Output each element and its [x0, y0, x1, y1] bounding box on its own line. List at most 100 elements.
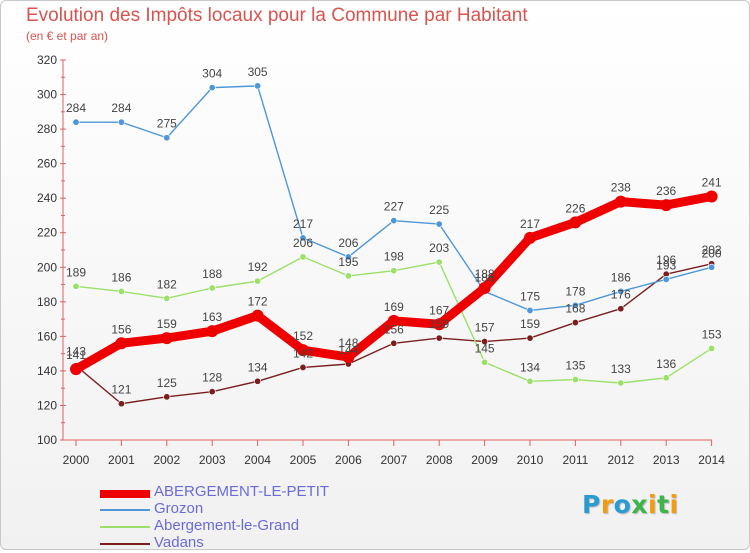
data-point-abergement-le-petit — [433, 318, 446, 331]
x-tick-label: 2001 — [108, 453, 135, 467]
data-point-abergement-le-petit — [206, 325, 219, 338]
x-tick-label: 2000 — [63, 453, 90, 467]
data-label-vadans: 157 — [475, 321, 495, 335]
data-label-grozon: 175 — [520, 289, 540, 303]
x-tick-label: 2011 — [562, 453, 588, 467]
data-label-grozon: 305 — [248, 65, 268, 79]
y-tick-label: 120 — [37, 398, 57, 412]
chart-title: Evolution des Impôts locaux pour la Comm… — [26, 5, 528, 26]
data-label-abergement-le-grand: 186 — [111, 270, 131, 284]
y-tick-label: 300 — [37, 88, 57, 102]
legend-label-abergement-le-petit: ABERGEMENT-LE-PETIT — [154, 483, 330, 500]
data-point-abergement-le-grand — [117, 287, 125, 295]
data-point-grozon — [344, 253, 352, 261]
data-label-abergement-le-grand: 195 — [338, 255, 358, 269]
logo-letter: i — [669, 490, 679, 519]
y-tick-label: 200 — [37, 260, 57, 274]
data-point-abergement-le-grand — [617, 379, 625, 387]
data-point-abergement-le-grand — [163, 294, 171, 302]
data-point-grozon — [390, 217, 398, 225]
legend-swatch-grozon — [100, 509, 150, 511]
data-point-abergement-le-petit — [614, 195, 627, 208]
data-label-abergement-le-petit: 152 — [293, 329, 313, 343]
chart-subtitle: (en € et par an) — [26, 29, 109, 43]
logo-letter: i — [648, 490, 658, 519]
data-label-abergement-le-grand: 136 — [656, 357, 676, 371]
data-label-grozon: 193 — [656, 258, 676, 272]
data-label-abergement-le-grand: 203 — [429, 241, 449, 255]
data-label-abergement-le-grand: 206 — [293, 236, 313, 250]
data-label-grozon: 217 — [293, 217, 313, 231]
data-point-abergement-le-grand — [435, 258, 443, 266]
data-point-vadans — [617, 305, 625, 313]
data-point-abergement-le-petit — [70, 363, 82, 376]
data-label-abergement-le-petit: 167 — [429, 303, 449, 317]
data-point-vadans — [117, 400, 125, 408]
data-point-abergement-le-petit — [569, 216, 582, 229]
data-point-vadans — [208, 388, 216, 396]
data-label-abergement-le-grand: 135 — [565, 359, 585, 373]
data-label-vadans: 143 — [66, 345, 86, 359]
data-label-grozon: 200 — [702, 246, 722, 260]
y-tick-label: 320 — [37, 53, 57, 67]
data-point-abergement-le-petit — [660, 199, 673, 212]
data-point-abergement-le-petit — [115, 337, 128, 350]
x-tick-label: 2006 — [335, 453, 362, 467]
data-point-vadans — [481, 338, 489, 346]
y-tick-label: 180 — [37, 295, 57, 309]
data-point-abergement-le-petit — [478, 282, 491, 294]
data-label-abergement-le-petit: 241 — [702, 175, 722, 189]
data-label-abergement-le-grand: 133 — [611, 362, 631, 376]
data-label-grozon: 178 — [565, 284, 585, 298]
data-label-abergement-le-grand: 192 — [248, 260, 268, 274]
logo-letter: t — [657, 490, 670, 519]
data-label-abergement-le-petit: 238 — [611, 181, 631, 195]
data-point-grozon — [435, 220, 443, 228]
data-point-abergement-le-petit — [297, 344, 309, 357]
data-point-vadans — [435, 334, 443, 342]
data-point-abergement-le-grand — [208, 284, 216, 292]
x-tick-label: 2009 — [471, 453, 498, 467]
x-tick-label: 2012 — [607, 453, 634, 467]
data-label-abergement-le-petit: 156 — [111, 322, 131, 336]
data-label-vadans: 156 — [384, 322, 404, 336]
data-point-abergement-le-petit — [160, 332, 173, 345]
data-label-vadans: 144 — [338, 343, 358, 357]
data-point-abergement-le-petit — [524, 231, 536, 244]
data-label-abergement-le-petit: 226 — [565, 201, 585, 215]
data-label-abergement-le-grand: 145 — [475, 341, 495, 355]
y-tick-label: 240 — [37, 191, 57, 205]
logo-letter: P — [582, 490, 601, 519]
y-tick-label: 160 — [37, 329, 57, 343]
data-label-abergement-le-petit: 169 — [384, 300, 404, 314]
data-point-abergement-le-grand — [571, 376, 579, 384]
data-label-abergement-le-grand: 134 — [520, 360, 540, 374]
logo-letter: r — [600, 490, 614, 519]
data-point-grozon — [254, 82, 262, 90]
x-tick-label: 2013 — [653, 453, 680, 467]
data-label-vadans: 142 — [293, 346, 313, 360]
x-tick-label: 2007 — [380, 453, 407, 467]
data-label-abergement-le-grand: 153 — [702, 327, 722, 341]
line-chart: 100 120 140 160 180 200 220 240 260 280 300 320 2000… — [37, 53, 725, 467]
legend-swatch-abergement-le-grand — [100, 526, 150, 528]
data-label-grozon: 275 — [157, 117, 177, 131]
data-point-grozon — [163, 134, 171, 142]
legend-swatch-vadans — [100, 543, 150, 545]
data-label-abergement-le-petit: 236 — [656, 184, 676, 198]
x-tick-label: 2004 — [244, 453, 271, 467]
data-label-vadans: 125 — [157, 376, 177, 390]
data-point-grozon — [571, 301, 579, 309]
data-point-abergement-le-petit — [342, 351, 355, 364]
logo-letter: x — [631, 490, 648, 519]
data-point-vadans — [299, 363, 307, 371]
y-tick-label: 100 — [37, 433, 57, 447]
data-point-abergement-le-grand — [390, 267, 398, 275]
x-tick-label: 2010 — [517, 453, 544, 467]
data-label-abergement-le-grand: 189 — [66, 265, 86, 279]
data-label-grozon: 284 — [66, 101, 86, 115]
data-label-vadans: 159 — [520, 317, 540, 331]
data-label-vadans: 134 — [248, 360, 268, 374]
data-point-abergement-le-grand — [344, 272, 352, 280]
data-point-vadans — [571, 319, 579, 327]
